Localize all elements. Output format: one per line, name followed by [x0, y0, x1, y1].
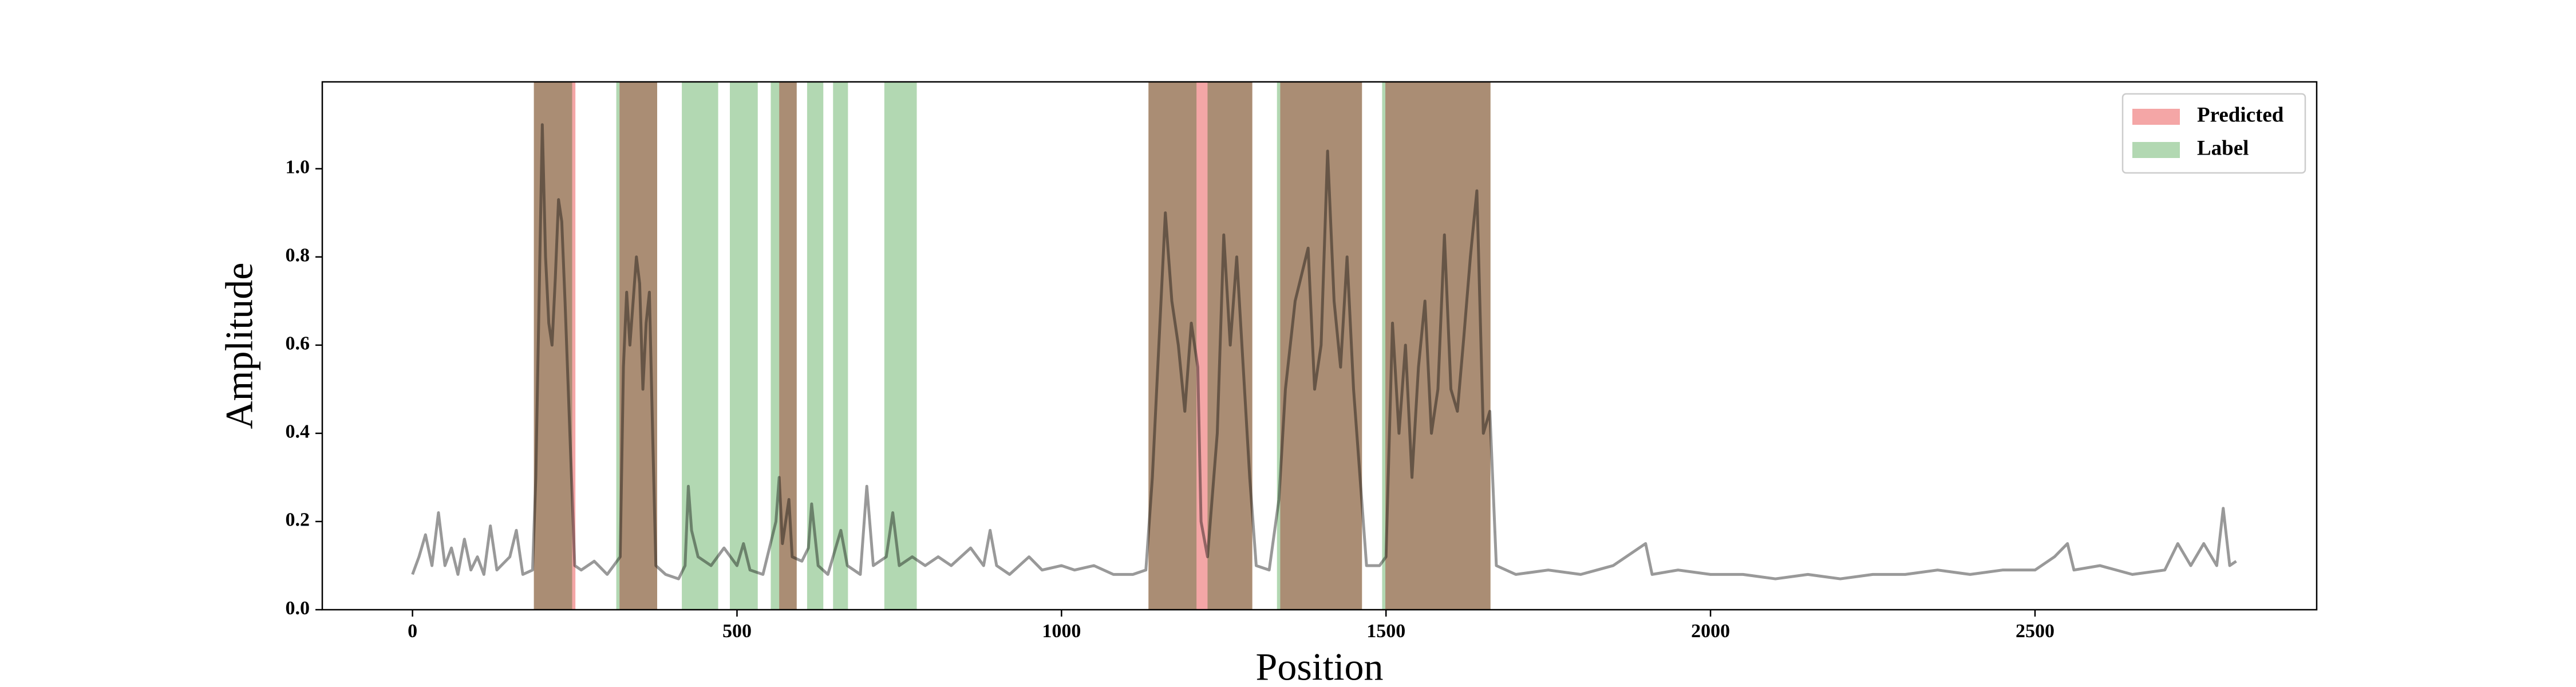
frame: [321, 81, 2318, 611]
span: [1148, 82, 1197, 610]
x-tick-label: 1500: [1366, 621, 1405, 642]
y-tick-label: 0.8: [286, 245, 310, 266]
x-tick-label: 2500: [2016, 621, 2055, 642]
x-axis-label: Position: [1256, 645, 1384, 687]
span: [534, 82, 572, 610]
legend-label: Predicted: [2197, 103, 2284, 127]
x-tick-label: 500: [722, 621, 752, 642]
span: [1207, 82, 1253, 610]
span: [884, 82, 917, 610]
y-tick-label: 0.6: [286, 333, 310, 354]
y-axis-label: Amplitude: [218, 263, 261, 429]
legend: Predicted Label: [2121, 93, 2306, 174]
legend-label: Label: [2197, 136, 2249, 160]
plot: [411, 82, 2237, 610]
x-tick-label: 0: [408, 621, 417, 642]
span: [1277, 82, 1362, 610]
span: [771, 82, 797, 610]
span: [616, 82, 658, 610]
y-tick-label: 0.0: [286, 598, 310, 619]
x-tick-label: 2000: [1691, 621, 1730, 642]
span: [807, 82, 824, 610]
span: [682, 82, 718, 610]
x-tick-label: 1000: [1042, 621, 1081, 642]
span: [729, 82, 758, 610]
span: [833, 82, 848, 610]
span: [1382, 82, 1491, 610]
y-tick-label: 1.0: [286, 157, 310, 178]
y-tick-label: 0.4: [286, 421, 310, 443]
y-tick-label: 0.2: [286, 510, 310, 531]
legend-swatch: [2132, 109, 2180, 125]
legend-swatch: [2132, 142, 2180, 158]
